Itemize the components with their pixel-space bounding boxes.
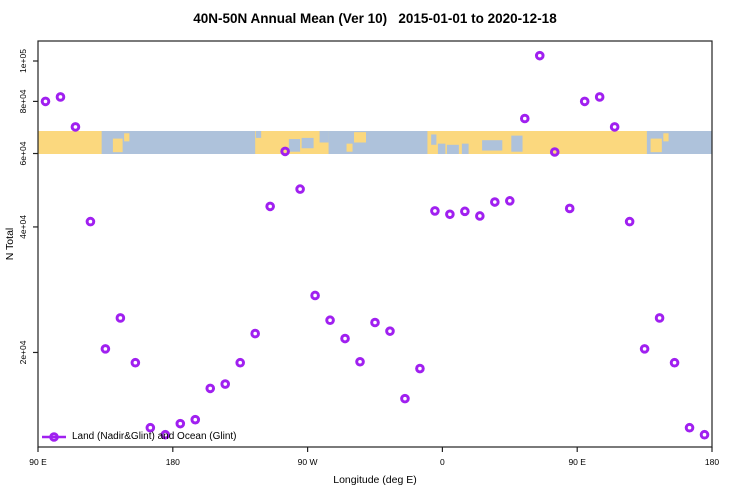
y-tick-label: 2e+04 (18, 340, 28, 364)
data-point (325, 315, 335, 326)
data-point (190, 414, 201, 425)
map-band-island (663, 133, 669, 142)
data-point (145, 422, 156, 433)
data-point (400, 393, 410, 404)
map-band-land (427, 131, 647, 154)
data-point (624, 216, 635, 227)
data-point (609, 122, 620, 132)
legend-label: Land (Nadir&Glint) and Ocean (Glint) (72, 431, 237, 442)
map-band-island (354, 132, 367, 143)
map-band-island (124, 133, 130, 142)
data-point (205, 383, 216, 394)
data-point (549, 147, 560, 157)
y-tick-label: 6e+04 (18, 141, 28, 165)
data-point (475, 211, 485, 221)
data-point (85, 216, 96, 227)
data-point (355, 356, 365, 367)
x-tick-label: 90 E (29, 457, 47, 467)
y-tick-label: 1e+05 (18, 49, 28, 73)
data-point (415, 363, 425, 374)
data-point (340, 333, 350, 344)
y-tick-label: 4e+04 (18, 215, 28, 239)
data-point (220, 379, 231, 389)
chart-title: 40N-50N Annual Mean (Ver 10) 2015-01-01 … (193, 11, 557, 26)
data-point (250, 328, 260, 339)
data-point (295, 184, 305, 194)
x-tick-label: 180 (166, 457, 180, 467)
data-point (460, 206, 470, 217)
map-band-sea (431, 134, 437, 145)
data-point (70, 122, 81, 132)
map-band-island (346, 143, 353, 152)
legend-marker-icon (49, 432, 59, 442)
data-point (115, 313, 126, 323)
data-point (385, 326, 395, 336)
data-point (265, 201, 275, 212)
data-point (519, 113, 530, 124)
data-point (280, 146, 290, 157)
map-band-island (650, 138, 662, 153)
data-point (310, 290, 320, 301)
y-tick-label: 8e+04 (18, 89, 28, 113)
data-point (639, 344, 650, 354)
plot-border (37, 40, 713, 448)
map-band-sea (319, 131, 329, 143)
data-point (235, 357, 245, 368)
map-band-land (38, 131, 102, 154)
data-point (55, 92, 66, 102)
map-band-sea (437, 143, 446, 154)
data-point (669, 357, 680, 368)
x-tick-label: 90 E (568, 457, 586, 467)
map-band-sea (446, 144, 459, 154)
data-point (654, 313, 665, 323)
x-tick-label: 0 (440, 457, 445, 467)
map-band-sea (511, 135, 523, 152)
data-point (175, 418, 186, 429)
map-band-sea (482, 140, 503, 151)
data-point (564, 203, 575, 214)
map-band-island (112, 138, 123, 153)
data-point (505, 196, 515, 206)
data-point (370, 317, 380, 328)
data-point (100, 344, 111, 354)
x-tick-label: 90 W (298, 457, 318, 467)
data-point (445, 209, 455, 220)
data-point (579, 96, 590, 107)
map-band-sea (288, 139, 301, 152)
data-point (40, 96, 51, 107)
data-point (699, 429, 710, 440)
y-axis-title: N Total (4, 227, 16, 261)
x-tick-label: 180 (705, 457, 719, 467)
data-point (534, 50, 545, 61)
map-band-sea (301, 137, 314, 149)
data-point (490, 197, 500, 207)
data-point (684, 422, 695, 433)
map-band-sea (461, 143, 469, 154)
data-point (430, 206, 440, 216)
data-point (130, 357, 141, 368)
map-band-sea (255, 131, 262, 138)
x-axis-title: Longitude (deg E) (333, 474, 417, 486)
data-point (160, 429, 171, 440)
data-point (594, 92, 605, 102)
